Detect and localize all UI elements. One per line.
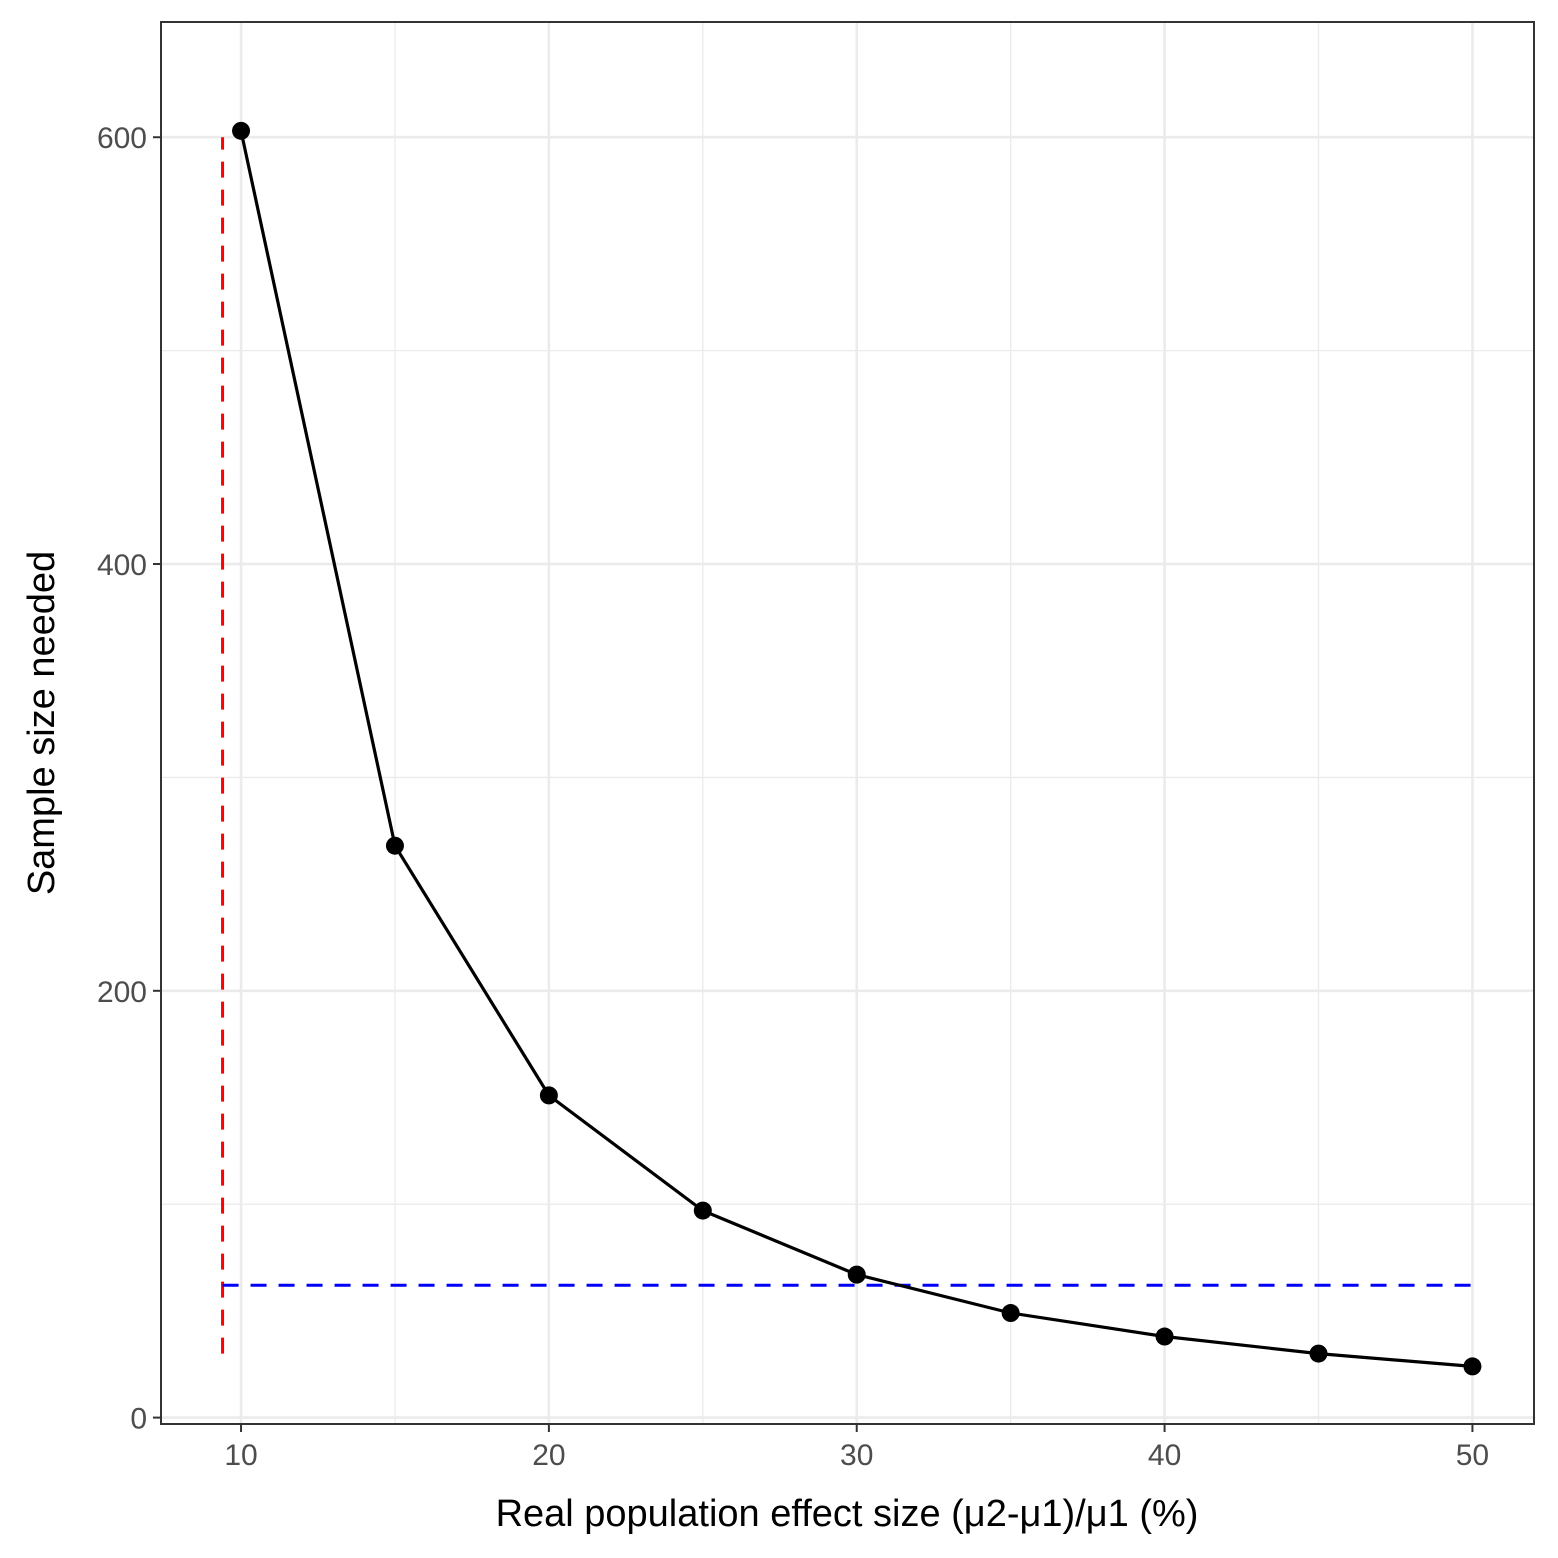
y-tick-label: 200 [97, 976, 147, 1009]
x-tick-label: 40 [1148, 1439, 1181, 1472]
axes: 10 20 30 40 50 0 200 400 600 [97, 122, 1489, 1472]
data-point [847, 1265, 866, 1284]
x-tick-label: 10 [224, 1439, 257, 1472]
x-tick-label: 50 [1456, 1439, 1489, 1472]
x-tick-label: 30 [840, 1439, 873, 1472]
grid [161, 22, 1534, 1424]
y-tick-label: 400 [97, 549, 147, 582]
y-tick-label: 0 [130, 1403, 147, 1436]
data-point [1155, 1327, 1174, 1346]
y-axis-title: Sample size needed [21, 551, 63, 895]
x-axis-title: Real population effect size (μ2-μ1)/μ1 (… [496, 1493, 1199, 1535]
data-point [1309, 1344, 1328, 1363]
panel-border [160, 21, 1535, 1425]
series-layer [232, 121, 1482, 1376]
x-tick-label: 20 [532, 1439, 565, 1472]
data-point [1001, 1304, 1020, 1323]
reference-lines [221, 137, 1473, 1354]
data-point [385, 836, 404, 855]
y-tick-label: 600 [97, 122, 147, 155]
data-point [1463, 1357, 1482, 1376]
data-point [539, 1086, 558, 1105]
data-point [693, 1201, 712, 1220]
data-point [232, 121, 251, 140]
panel-background [161, 22, 1534, 1424]
